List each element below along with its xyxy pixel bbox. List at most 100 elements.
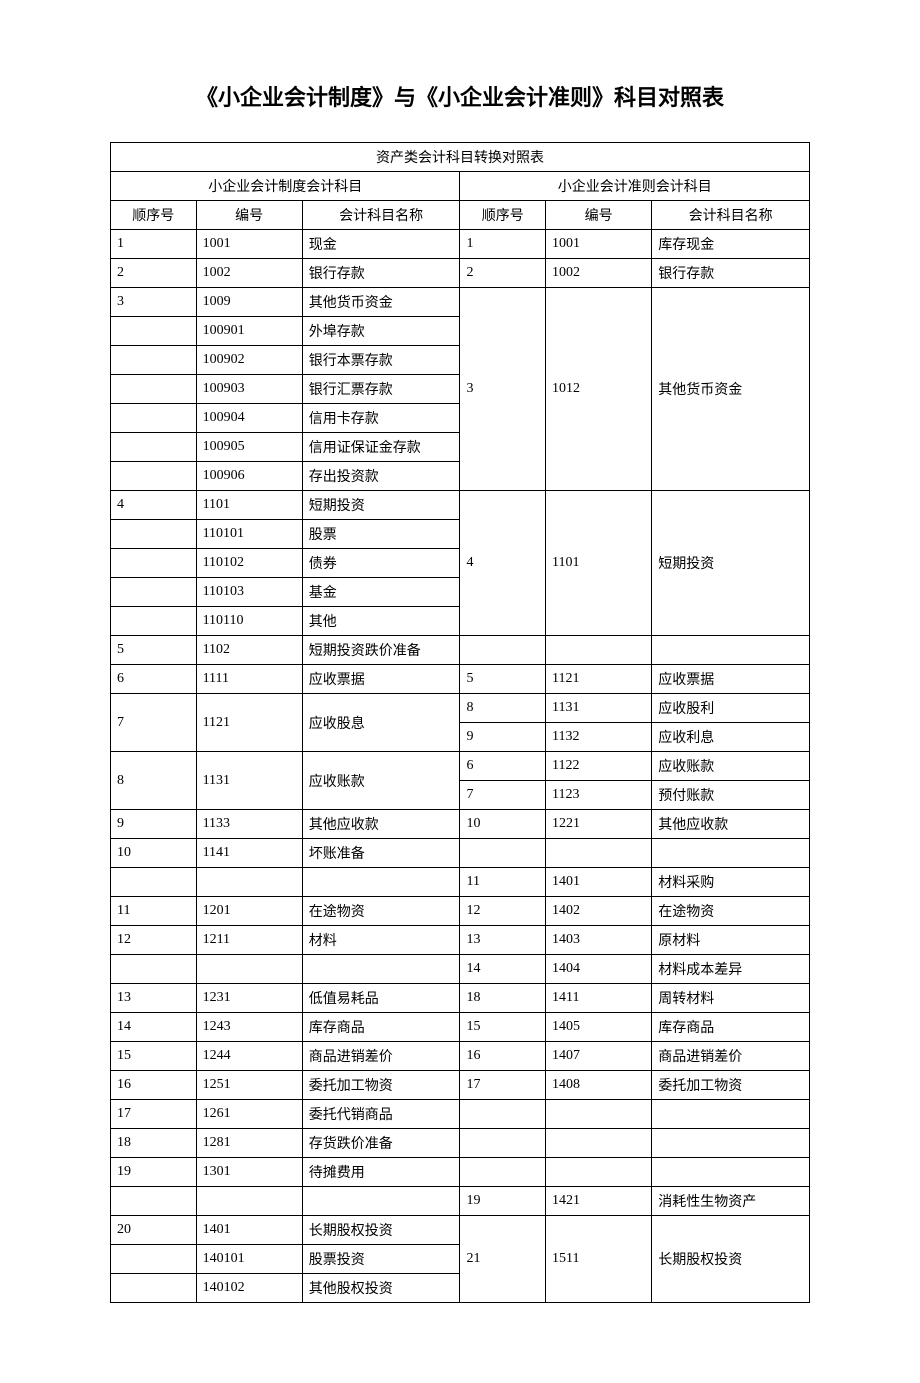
left-code-cell: 1243 <box>196 1013 302 1042</box>
left-seq-cell: 3 <box>111 288 197 317</box>
left-seq-cell: 10 <box>111 839 197 868</box>
left-group-header: 小企业会计制度会计科目 <box>111 172 460 201</box>
table-row: 31009其他货币资金31012其他货币资金 <box>111 288 810 317</box>
left-code-cell: 1201 <box>196 897 302 926</box>
left-name-cell: 信用卡存款 <box>302 404 460 433</box>
left-name-cell: 银行存款 <box>302 259 460 288</box>
right-seq-cell: 3 <box>460 288 546 491</box>
right-name-cell: 消耗性生物资产 <box>652 1187 810 1216</box>
left-code-cell <box>196 955 302 984</box>
left-code-cell: 1301 <box>196 1158 302 1187</box>
table-row: 141243库存商品151405库存商品 <box>111 1013 810 1042</box>
left-code-cell: 100901 <box>196 317 302 346</box>
right-name-cell: 原材料 <box>652 926 810 955</box>
right-seq-cell: 21 <box>460 1216 546 1303</box>
right-code-cell: 1132 <box>546 723 652 752</box>
left-code-cell: 100902 <box>196 346 302 375</box>
table-row: 171261委托代销商品 <box>111 1100 810 1129</box>
right-name-cell: 委托加工物资 <box>652 1071 810 1100</box>
right-seq-cell <box>460 1100 546 1129</box>
table-row: 51102短期投资跌价准备 <box>111 636 810 665</box>
right-seq-cell: 14 <box>460 955 546 984</box>
right-code-cell <box>546 839 652 868</box>
right-code-cell: 1122 <box>546 752 652 781</box>
right-code-cell: 1131 <box>546 694 652 723</box>
col-header-code-right: 编号 <box>546 201 652 230</box>
right-seq-cell <box>460 839 546 868</box>
left-code-cell: 100905 <box>196 433 302 462</box>
left-seq-cell: 6 <box>111 665 197 694</box>
left-name-cell: 长期股权投资 <box>302 1216 460 1245</box>
table-row: 41101短期投资41101短期投资 <box>111 491 810 520</box>
left-seq-cell: 19 <box>111 1158 197 1187</box>
left-code-cell: 1401 <box>196 1216 302 1245</box>
right-code-cell: 1012 <box>546 288 652 491</box>
left-seq-cell <box>111 549 197 578</box>
left-name-cell: 应收股息 <box>302 694 460 752</box>
right-name-cell <box>652 1158 810 1187</box>
right-name-cell: 预付账款 <box>652 781 810 810</box>
right-name-cell: 库存现金 <box>652 230 810 259</box>
left-name-cell: 短期投资 <box>302 491 460 520</box>
right-seq-cell: 8 <box>460 694 546 723</box>
left-seq-cell <box>111 955 197 984</box>
left-seq-cell: 16 <box>111 1071 197 1100</box>
right-name-cell: 银行存款 <box>652 259 810 288</box>
left-seq-cell <box>111 868 197 897</box>
left-code-cell: 100904 <box>196 404 302 433</box>
left-seq-cell: 12 <box>111 926 197 955</box>
right-name-cell: 短期投资 <box>652 491 810 636</box>
left-seq-cell: 5 <box>111 636 197 665</box>
left-seq-cell: 14 <box>111 1013 197 1042</box>
right-seq-cell: 2 <box>460 259 546 288</box>
page-title: 《小企业会计制度》与《小企业会计准则》科目对照表 <box>110 80 810 112</box>
table-row: 161251委托加工物资171408委托加工物资 <box>111 1071 810 1100</box>
left-seq-cell <box>111 520 197 549</box>
left-name-cell: 短期投资跌价准备 <box>302 636 460 665</box>
left-name-cell: 材料 <box>302 926 460 955</box>
table-row: 141404材料成本差异 <box>111 955 810 984</box>
right-seq-cell: 11 <box>460 868 546 897</box>
right-code-cell: 1403 <box>546 926 652 955</box>
left-name-cell: 银行本票存款 <box>302 346 460 375</box>
right-seq-cell: 4 <box>460 491 546 636</box>
left-name-cell: 股票 <box>302 520 460 549</box>
right-code-cell: 1001 <box>546 230 652 259</box>
left-name-cell: 基金 <box>302 578 460 607</box>
left-seq-cell <box>111 578 197 607</box>
right-seq-cell <box>460 636 546 665</box>
right-seq-cell: 15 <box>460 1013 546 1042</box>
left-name-cell: 委托代销商品 <box>302 1100 460 1129</box>
left-code-cell: 1101 <box>196 491 302 520</box>
left-code-cell: 1141 <box>196 839 302 868</box>
left-code-cell: 100903 <box>196 375 302 404</box>
right-name-cell: 应收账款 <box>652 752 810 781</box>
right-code-cell <box>546 636 652 665</box>
left-seq-cell: 17 <box>111 1100 197 1129</box>
left-seq-cell <box>111 462 197 491</box>
right-name-cell: 库存商品 <box>652 1013 810 1042</box>
left-code-cell: 1131 <box>196 752 302 810</box>
left-seq-cell: 4 <box>111 491 197 520</box>
left-name-cell: 商品进销差价 <box>302 1042 460 1071</box>
right-code-cell: 1123 <box>546 781 652 810</box>
left-seq-cell <box>111 433 197 462</box>
left-name-cell: 股票投资 <box>302 1245 460 1274</box>
table-row: 121211材料131403原材料 <box>111 926 810 955</box>
left-seq-cell: 20 <box>111 1216 197 1245</box>
table-row: 191421消耗性生物资产 <box>111 1187 810 1216</box>
table-row: 91133其他应收款101221其他应收款 <box>111 810 810 839</box>
right-code-cell: 1221 <box>546 810 652 839</box>
left-code-cell <box>196 1187 302 1216</box>
left-code-cell: 1009 <box>196 288 302 317</box>
right-code-cell <box>546 1158 652 1187</box>
left-name-cell: 信用证保证金存款 <box>302 433 460 462</box>
left-code-cell: 110110 <box>196 607 302 636</box>
left-name-cell: 外埠存款 <box>302 317 460 346</box>
table-row: 111201在途物资121402在途物资 <box>111 897 810 926</box>
left-seq-cell: 18 <box>111 1129 197 1158</box>
right-seq-cell: 19 <box>460 1187 546 1216</box>
table-row: 131231低值易耗品181411周转材料 <box>111 984 810 1013</box>
right-seq-cell: 12 <box>460 897 546 926</box>
left-code-cell: 1121 <box>196 694 302 752</box>
